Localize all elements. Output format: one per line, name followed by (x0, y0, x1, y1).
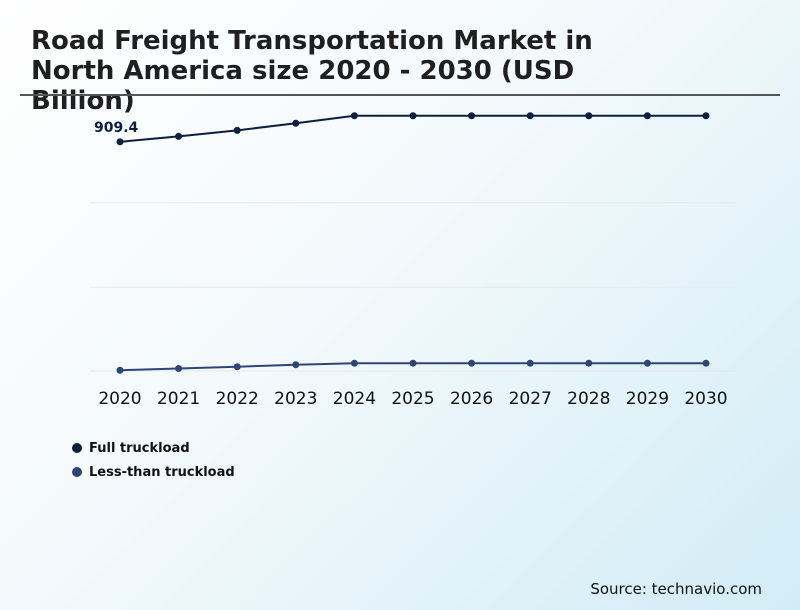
legend-label: Full truckload (89, 440, 190, 456)
x-tick-label: 2029 (626, 389, 669, 409)
data-point (175, 132, 183, 140)
title-divider (20, 94, 780, 96)
data-point (409, 359, 417, 367)
x-tick-label: 2030 (684, 389, 727, 409)
x-tick-label: 2021 (157, 389, 200, 409)
data-point (233, 363, 241, 371)
data-point (526, 359, 534, 367)
label-layer: 2020 2021 2022 2023 2024 2025 2026 2027 2028 2029… (94, 120, 728, 409)
legend-marker (72, 467, 82, 477)
legend-item-less-than-truckload[interactable]: Less-than truckload (72, 460, 235, 484)
data-point (585, 359, 593, 367)
x-tick-label: 2028 (567, 389, 610, 409)
data-point (292, 361, 300, 369)
data-point (233, 126, 241, 134)
x-tick-label: 2022 (216, 389, 259, 409)
data-point (585, 112, 593, 120)
source-note: Source: technavio.com (590, 580, 762, 598)
legend-label: Less-than truckload (89, 464, 235, 480)
x-tick-label: 2024 (333, 389, 376, 409)
data-point (643, 112, 651, 120)
x-tick-label: 2026 (450, 389, 493, 409)
data-point (292, 119, 300, 127)
legend: Full truckload Less-than truckload (72, 436, 235, 484)
data-point (409, 112, 417, 120)
data-label: 909.4 (94, 120, 139, 136)
x-tick-label: 2020 (98, 389, 141, 409)
data-point (116, 366, 124, 374)
data-point (526, 112, 534, 120)
series-line-0 (119, 114, 706, 143)
gridlines (90, 202, 736, 372)
data-point (350, 112, 358, 120)
data-point (468, 112, 476, 120)
data-point (175, 364, 183, 372)
data-point (350, 359, 358, 367)
data-point (116, 138, 124, 146)
chart-title: Road Freight Transportation Market in No… (31, 26, 593, 116)
x-tick-label: 2027 (509, 389, 552, 409)
data-point (702, 112, 710, 120)
data-point (702, 359, 710, 367)
series-layer (116, 112, 710, 374)
x-tick-label: 2023 (274, 389, 317, 409)
legend-marker (72, 443, 82, 453)
legend-item-full-truckload[interactable]: Full truckload (72, 436, 235, 460)
data-point (643, 359, 651, 367)
data-point (468, 359, 476, 367)
x-tick-label: 2025 (391, 389, 434, 409)
